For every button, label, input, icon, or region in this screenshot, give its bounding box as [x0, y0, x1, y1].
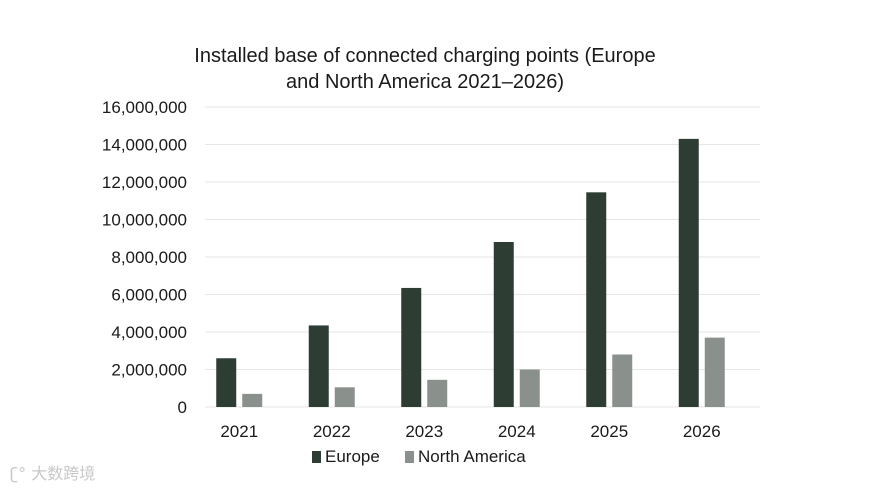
bar-europe-2023 — [401, 287, 422, 407]
x-axis-tick-labels: 2021 2022 2023 2024 2025 2026 — [220, 422, 720, 441]
y-axis-tick-labels: 0 2,000,000 4,000,000 6,000,000 8,000,000 10,… — [102, 98, 187, 417]
chart-title: Installed base of connected charging poi… — [194, 45, 655, 93]
watermark-text: 大数跨境 — [31, 464, 96, 483]
brand-logo-icon: ʗ° — [10, 464, 27, 483]
bar-north-america-2026 — [704, 337, 725, 407]
x-tick-label: 2021 — [220, 422, 258, 441]
bar-north-america-2021 — [242, 393, 263, 407]
y-tick-label: 2,000,000 — [111, 361, 187, 380]
gridlines — [205, 106, 760, 408]
x-tick-label: 2023 — [405, 422, 443, 441]
watermark: ʗ° 大数跨境 — [10, 460, 95, 484]
legend-swatch — [312, 451, 321, 463]
chart-title-line-1: Installed base of connected charging poi… — [194, 45, 655, 67]
legend-label: North America — [418, 447, 526, 466]
y-tick-label: 4,000,000 — [111, 323, 187, 342]
y-tick-label: 10,000,000 — [102, 211, 187, 230]
x-tick-label: 2026 — [683, 422, 721, 441]
legend: Europe North America — [312, 447, 526, 466]
y-tick-label: 12,000,000 — [102, 173, 187, 192]
bar-north-america-2022 — [334, 387, 355, 407]
legend-swatch — [405, 451, 414, 463]
bars — [216, 138, 725, 407]
legend-label: Europe — [325, 447, 380, 466]
bar-europe-2021 — [216, 358, 237, 407]
bar-north-america-2025 — [612, 354, 633, 407]
y-tick-label: 16,000,000 — [102, 98, 187, 117]
bar-europe-2024 — [493, 242, 514, 407]
x-tick-label: 2025 — [590, 422, 628, 441]
bar-europe-2022 — [308, 325, 329, 407]
bar-europe-2025 — [586, 192, 607, 407]
y-tick-label: 8,000,000 — [111, 248, 187, 267]
x-tick-label: 2022 — [313, 422, 351, 441]
y-tick-label: 14,000,000 — [102, 136, 187, 155]
chart-title-line-2: and North America 2021–2026) — [286, 71, 564, 93]
bar-europe-2026 — [678, 138, 699, 407]
bar-north-america-2024 — [519, 369, 540, 407]
bar-north-america-2023 — [427, 379, 448, 407]
x-tick-label: 2024 — [498, 422, 536, 441]
y-tick-label: 6,000,000 — [111, 286, 187, 305]
y-tick-label: 0 — [178, 398, 187, 417]
